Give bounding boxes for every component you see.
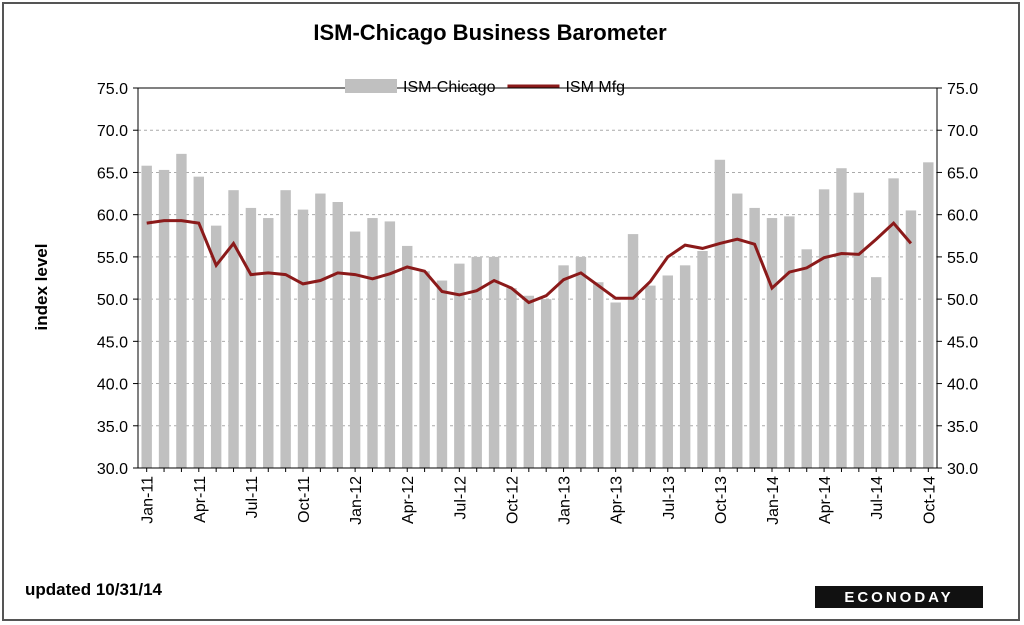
bar xyxy=(679,265,691,468)
x-tick-label: Jan-11 xyxy=(140,476,157,524)
bar xyxy=(801,249,812,468)
bar xyxy=(870,277,882,468)
chart-title: ISM-Chicago Business Barometer xyxy=(313,20,667,45)
bar xyxy=(818,189,830,469)
y2-tick-label: 55.0 xyxy=(947,250,978,267)
y-tick-label: 30.0 xyxy=(97,461,128,478)
bar xyxy=(245,207,257,468)
bar xyxy=(784,216,795,468)
bar xyxy=(436,280,448,468)
y2-tick-label: 60.0 xyxy=(947,208,978,225)
bar xyxy=(749,207,760,468)
bar xyxy=(263,218,274,468)
x-tick-label: Jul-11 xyxy=(244,476,261,518)
bar xyxy=(228,190,239,468)
bar xyxy=(714,159,726,468)
bar xyxy=(332,202,343,468)
y2-tick-label: 40.0 xyxy=(947,377,978,394)
bar xyxy=(853,192,865,468)
y2-tick-label: 75.0 xyxy=(947,81,978,98)
logo-box xyxy=(815,586,983,608)
bar xyxy=(176,153,187,468)
bar xyxy=(158,169,170,468)
footnote: updated 10/31/14 xyxy=(25,580,163,599)
bar xyxy=(402,245,413,468)
legend-swatch xyxy=(345,79,397,93)
y2-tick-label: 45.0 xyxy=(947,334,978,351)
bar xyxy=(697,250,708,468)
bar xyxy=(645,285,656,468)
bar xyxy=(419,271,430,468)
line xyxy=(146,219,913,305)
bar xyxy=(558,265,569,468)
x-tick-label: Jul-12 xyxy=(452,476,469,520)
bar xyxy=(662,275,673,468)
legend-label: ISM-Chicago xyxy=(403,79,496,96)
x-tick-label: Jan-13 xyxy=(557,476,574,525)
bar xyxy=(627,234,639,468)
y-tick-label: 55.0 xyxy=(97,250,128,267)
y2-tick-label: 30.0 xyxy=(947,461,978,478)
x-tick-label: Oct-11 xyxy=(296,476,313,523)
x-tick-label: Jan-12 xyxy=(348,476,365,525)
bar xyxy=(210,225,222,468)
bar xyxy=(315,193,326,469)
logo: ECONODAY xyxy=(844,589,953,606)
y-axis-label: index level xyxy=(32,244,51,331)
bar xyxy=(575,256,587,468)
bar xyxy=(836,168,847,468)
bar xyxy=(923,162,934,469)
y-tick-label: 70.0 xyxy=(97,123,128,140)
y2-tick-label: 35.0 xyxy=(947,419,978,436)
y2-tick-label: 50.0 xyxy=(947,292,978,309)
y2-tick-label: 70.0 xyxy=(947,123,978,140)
y-tick-label: 45.0 xyxy=(97,334,128,351)
y-tick-label: 65.0 xyxy=(97,165,128,182)
x-tick-label: Oct-12 xyxy=(504,476,521,524)
y-tick-label: 50.0 xyxy=(97,292,128,309)
x-tick-label: Jan-14 xyxy=(765,476,782,525)
y-tick-label: 75.0 xyxy=(97,81,128,98)
bar xyxy=(384,221,396,468)
bar xyxy=(888,178,899,468)
y-tick-label: 60.0 xyxy=(97,208,128,225)
bar xyxy=(349,231,361,468)
bar xyxy=(454,263,465,468)
bar xyxy=(367,218,378,468)
x-tick-label: Apr-14 xyxy=(817,476,834,524)
legend-label: ISM Mfg xyxy=(565,79,625,96)
bar xyxy=(297,209,309,468)
x-tick-label: Apr-12 xyxy=(400,476,417,524)
bar xyxy=(193,176,205,468)
bar xyxy=(593,282,604,468)
x-tick-label: Oct-13 xyxy=(713,476,730,524)
bar xyxy=(488,256,500,468)
x-tick-label: Apr-13 xyxy=(609,476,626,524)
x-tick-label: Oct-14 xyxy=(921,476,938,524)
plot-area xyxy=(137,87,938,469)
y-tick-label: 35.0 xyxy=(97,419,128,436)
bar xyxy=(540,299,552,468)
x-tick-label: Jul-13 xyxy=(661,476,678,520)
bar xyxy=(471,256,482,468)
bar xyxy=(610,302,621,468)
bar xyxy=(905,210,917,468)
bar xyxy=(732,193,743,469)
bar xyxy=(506,288,517,468)
bar xyxy=(523,295,535,468)
x-tick-label: Jul-14 xyxy=(869,476,886,520)
y2-tick-label: 65.0 xyxy=(947,165,978,182)
bar xyxy=(280,190,291,468)
bar xyxy=(141,165,152,468)
x-tick-label: Apr-11 xyxy=(192,476,209,523)
bar xyxy=(766,218,778,468)
y-tick-label: 40.0 xyxy=(97,377,128,394)
